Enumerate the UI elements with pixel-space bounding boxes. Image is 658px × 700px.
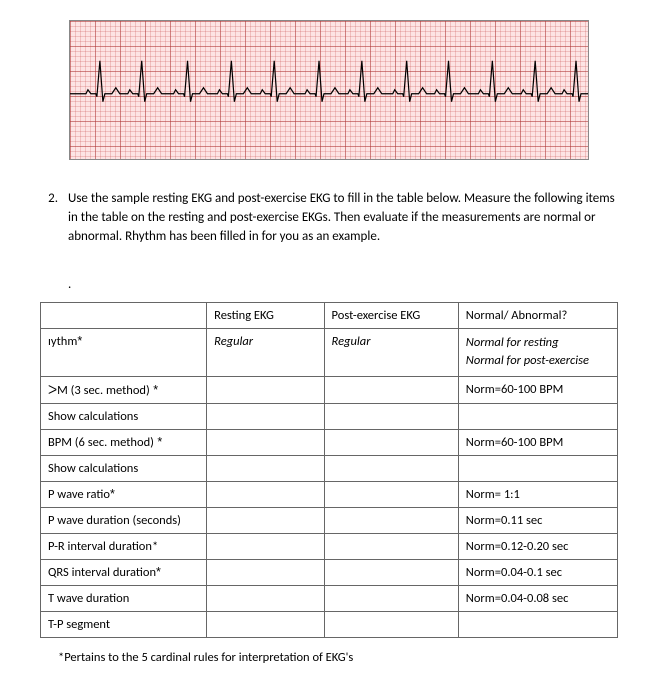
table-row: BPM (6 sec. method) * Norm=60-100 BPM (41, 430, 618, 456)
cell-empty (324, 586, 458, 612)
header-post: Post-exercise EKG (324, 302, 458, 328)
cell-empty (324, 560, 458, 586)
row-label-twave: T wave duration (41, 586, 207, 612)
cell-empty (324, 430, 458, 456)
header-blank (41, 302, 207, 328)
row-label-6sec: BPM (6 sec. method) * (41, 430, 207, 456)
cell-empty (324, 534, 458, 560)
table-row: P wave ratio* Norm= 1:1 (41, 482, 618, 508)
cell-empty (207, 430, 324, 456)
cell-empty (324, 456, 458, 482)
cell-empty (207, 404, 324, 430)
table-row: Show calculations (41, 456, 618, 482)
question-text: Use the sample resting EKG and post-exer… (68, 190, 618, 247)
cell-empty (324, 482, 458, 508)
norm-pwave-ratio: Norm= 1:1 (458, 482, 617, 508)
cell-empty (458, 456, 617, 482)
cell-empty (207, 456, 324, 482)
rhythm-resting: Regular (207, 328, 324, 377)
cell-empty (207, 586, 324, 612)
cell-empty (324, 377, 458, 404)
cell-empty (207, 508, 324, 534)
cell-empty (324, 508, 458, 534)
row-label-3sec: ᐳM (3 sec. method) * (41, 377, 207, 404)
norm-pwave-dur: Norm=0.11 sec (458, 508, 617, 534)
cell-empty (324, 404, 458, 430)
table-row: T-P segment (41, 612, 618, 638)
ekg-trace (70, 21, 588, 160)
cell-empty (207, 612, 324, 638)
norm-twave: Norm=0.04-0.08 sec (458, 586, 617, 612)
table-row: ıythm* Regular Regular Normal for restin… (41, 328, 618, 377)
norm-3sec: Norm=60-100 BPM (458, 377, 617, 404)
ekg-strip (69, 20, 589, 160)
cell-empty (207, 482, 324, 508)
rhythm-norm: Normal for resting Normal for post-exerc… (458, 328, 617, 377)
table-row: T wave duration Norm=0.04-0.08 sec (41, 586, 618, 612)
rhythm-post: Regular (324, 328, 458, 377)
table-row: QRS interval duration* Norm=0.04-0.1 sec (41, 560, 618, 586)
cell-empty (458, 612, 617, 638)
table-header-row: Resting EKG Post-exercise EKG Normal/ Ab… (41, 302, 618, 328)
stray-dot: . (68, 277, 618, 292)
norm-6sec: Norm=60-100 BPM (458, 430, 617, 456)
row-label-pwave-ratio: P wave ratio* (41, 482, 207, 508)
cell-empty (324, 612, 458, 638)
row-label-pr: P-R interval duration* (41, 534, 207, 560)
row-label-pwave-dur: P wave duration (seconds) (41, 508, 207, 534)
cell-empty (458, 404, 617, 430)
table-row: P-R interval duration* Norm=0.12-0.20 se… (41, 534, 618, 560)
row-label-qrs: QRS interval duration* (41, 560, 207, 586)
cell-empty (207, 560, 324, 586)
question-block: 2. Use the sample resting EKG and post-e… (40, 190, 618, 247)
ekg-data-table: Resting EKG Post-exercise EKG Normal/ Ab… (40, 302, 618, 639)
cell-empty (207, 534, 324, 560)
row-label-tp: T-P segment (41, 612, 207, 638)
question-number: 2. (40, 190, 58, 247)
cell-empty (207, 377, 324, 404)
table-row: Show calculations (41, 404, 618, 430)
row-label-showcalc1: Show calculations (41, 404, 207, 430)
header-normal: Normal/ Abnormal? (458, 302, 617, 328)
table-row: P wave duration (seconds) Norm=0.11 sec (41, 508, 618, 534)
footnote: *Pertains to the 5 cardinal rules for in… (58, 650, 618, 665)
table-row: ᐳM (3 sec. method) * Norm=60-100 BPM (41, 377, 618, 404)
norm-pr: Norm=0.12-0.20 sec (458, 534, 617, 560)
norm-qrs: Norm=0.04-0.1 sec (458, 560, 617, 586)
row-label-showcalc2: Show calculations (41, 456, 207, 482)
header-resting: Resting EKG (207, 302, 324, 328)
row-label-rhythm: ıythm* (41, 328, 207, 377)
